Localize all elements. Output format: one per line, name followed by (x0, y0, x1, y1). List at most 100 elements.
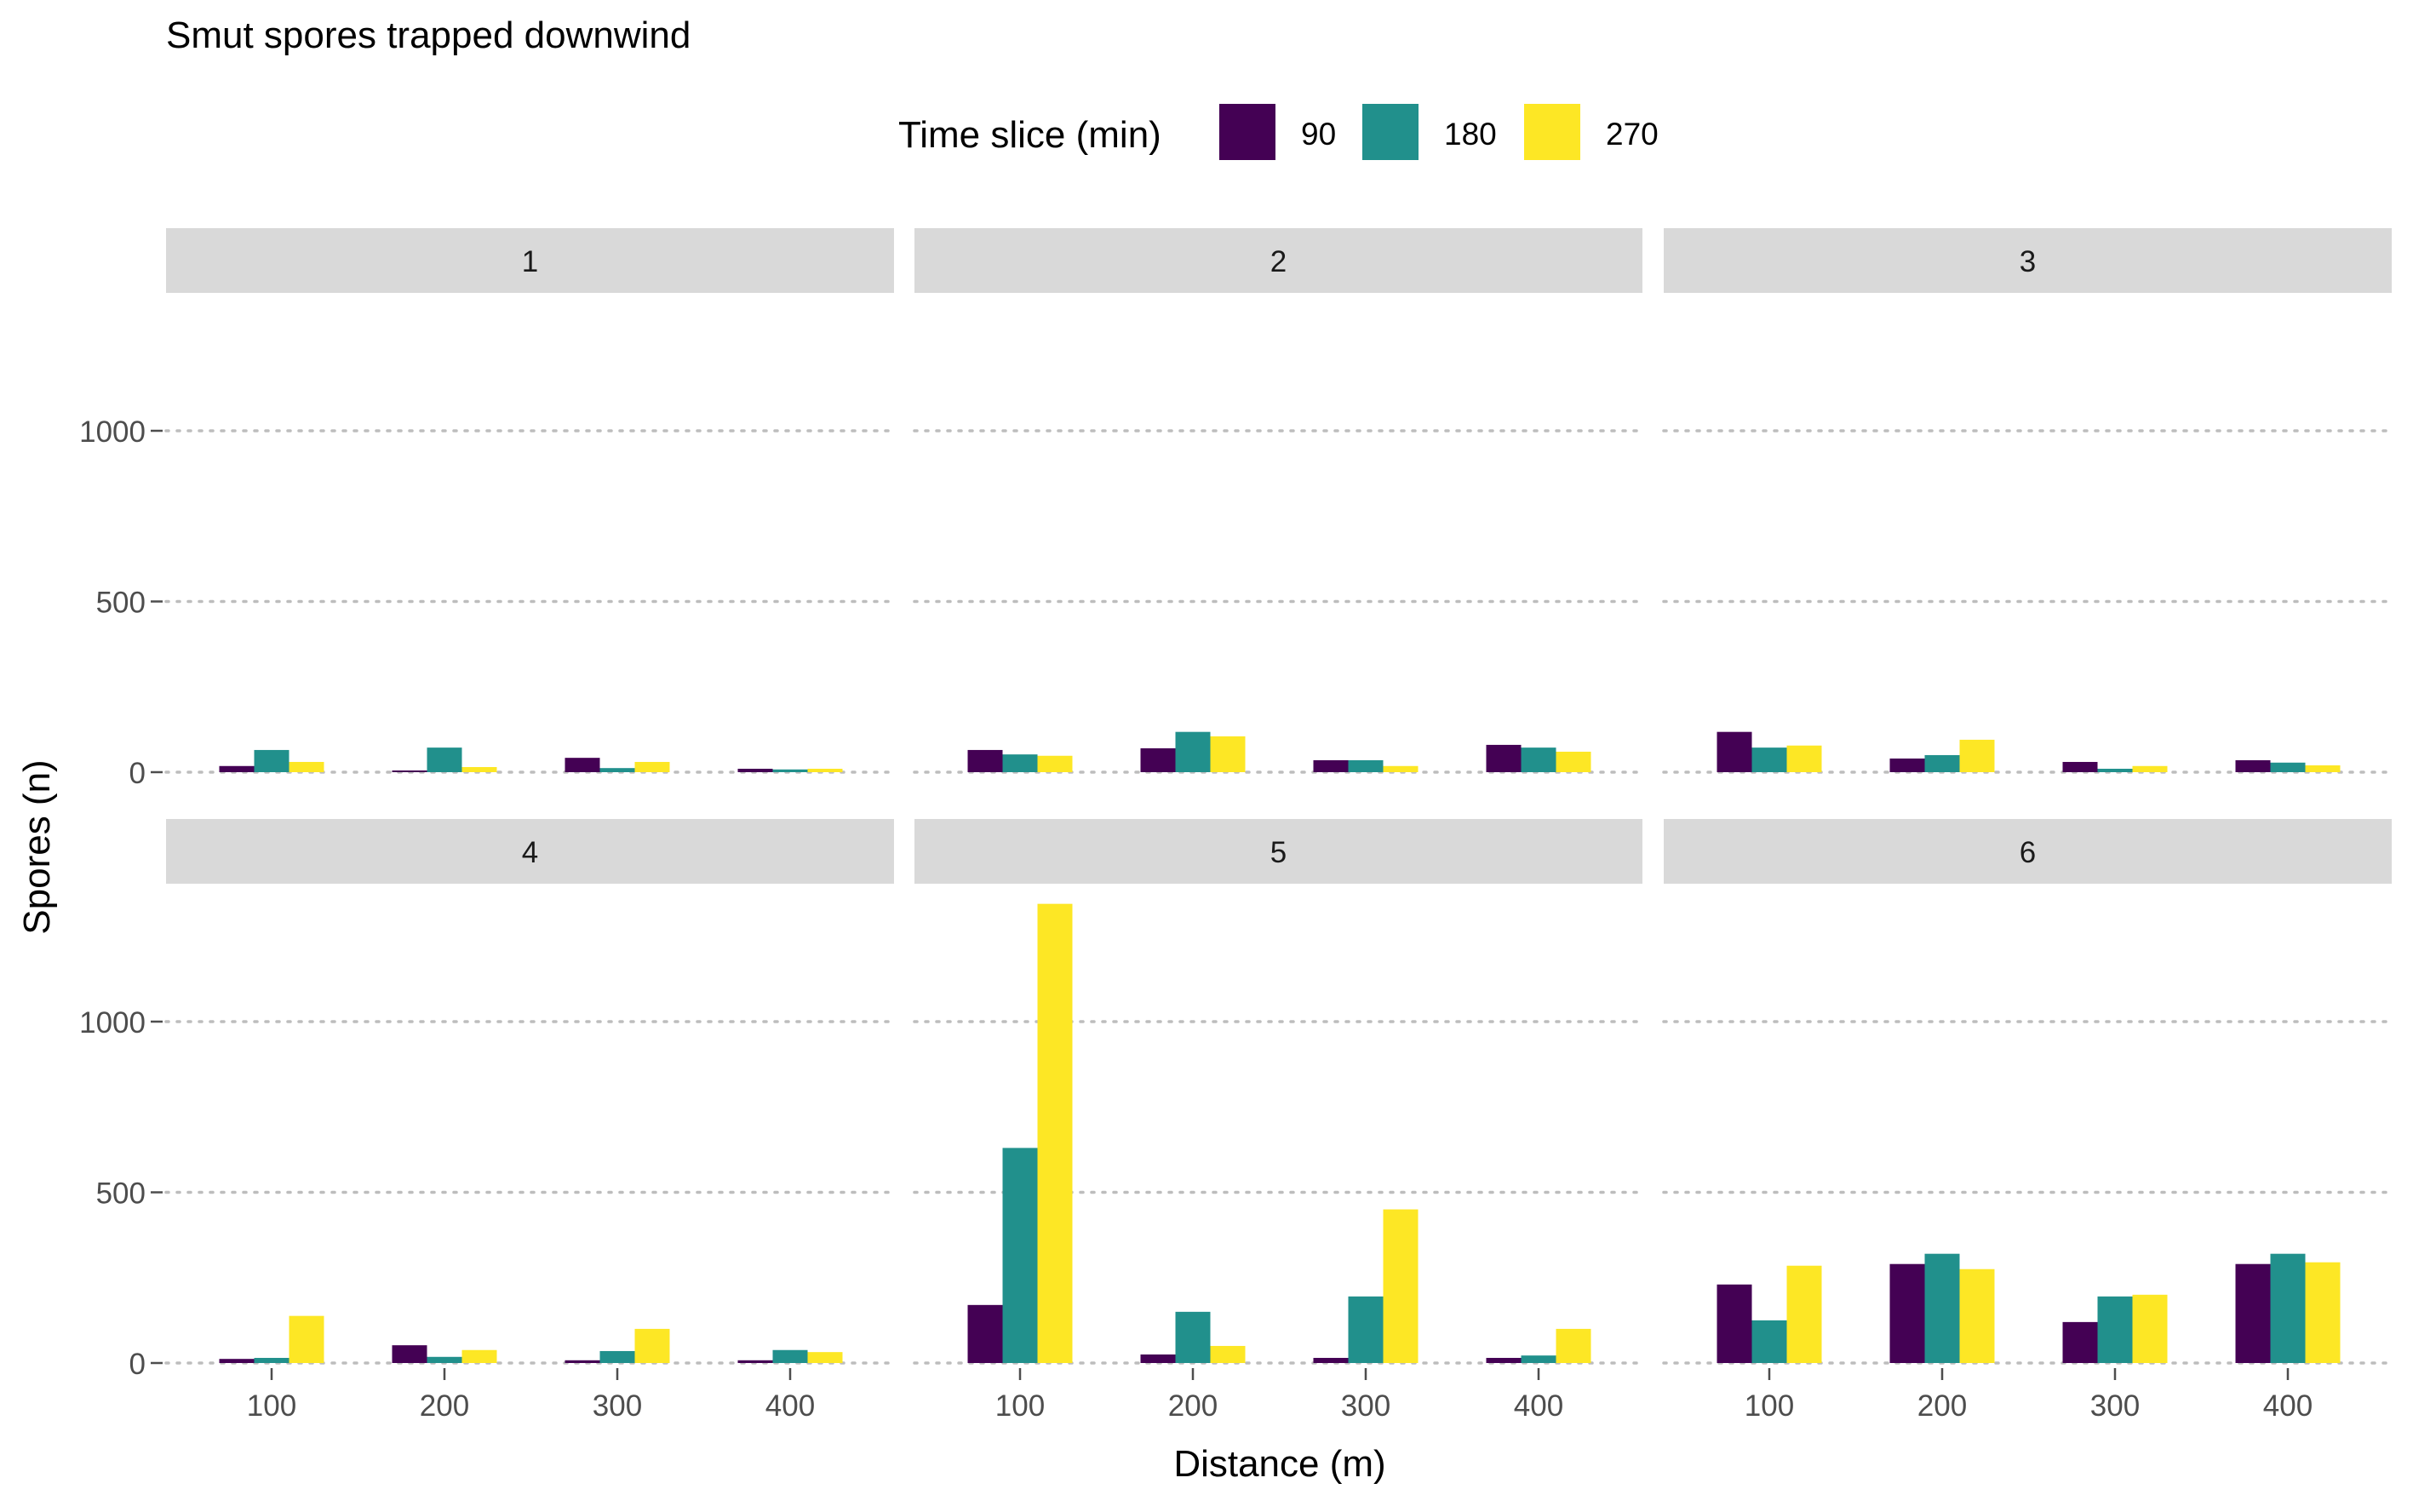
facet-panel-6: 6 100 200 300 400 (1662, 819, 2393, 1423)
bar-facet2-200-90 (1140, 747, 1176, 772)
bar-facet6-300-180 (2097, 1296, 2133, 1363)
bar-facet6-300-270 (2132, 1294, 2168, 1363)
bar-facet4-100-180 (254, 1357, 289, 1363)
bar-facet2-400-90 (1486, 744, 1522, 772)
bar-facet2-200-270 (1210, 736, 1246, 772)
facet-panel-4: 4 0 500 1000 100 200 300 400 (79, 819, 896, 1423)
bar-facet6-200-90 (1889, 1263, 1925, 1363)
bar-facet4-400-90 (737, 1360, 773, 1363)
bar-facet1-400-90 (737, 768, 773, 772)
facet-panel-3: 3 (1662, 228, 2393, 774)
facet-strip (1664, 819, 2392, 884)
bar-facet3-100-270 (1786, 745, 1822, 772)
facet-panel-1: 1 0 500 1000 (79, 228, 896, 790)
facet-strip-label: 6 (2020, 836, 2036, 869)
x-tick-label: 100 (1745, 1389, 1794, 1423)
x-tick-label: 300 (2090, 1389, 2140, 1423)
bar-facet5-100-270 (1037, 903, 1073, 1363)
bar-facet5-400-90 (1486, 1357, 1522, 1363)
bar-facet3-400-180 (2270, 762, 2306, 772)
bar-facet4-400-180 (772, 1349, 808, 1363)
x-tick-label: 300 (593, 1389, 642, 1423)
facet-strip (914, 228, 1642, 293)
y-tick-label: 0 (129, 757, 146, 790)
legend-label-180: 180 (1444, 117, 1497, 152)
bar-facet3-300-180 (2097, 768, 2133, 772)
bar-facet5-400-180 (1521, 1355, 1556, 1363)
bar-facet6-200-270 (1959, 1269, 1995, 1363)
bar-facet4-300-270 (634, 1328, 670, 1363)
x-tick-label: 400 (765, 1389, 815, 1423)
facet-strip-label: 5 (1270, 836, 1287, 869)
bar-facet4-300-90 (565, 1360, 600, 1363)
bar-facet4-300-180 (599, 1350, 635, 1363)
bar-facet2-100-90 (967, 749, 1003, 772)
chart-title: Smut spores trapped downwind (166, 14, 691, 56)
y-tick-label: 1000 (79, 415, 146, 449)
facet-strip-label: 3 (2020, 245, 2036, 278)
facet-strip (914, 819, 1642, 884)
bar-facet1-200-90 (392, 770, 427, 772)
bar-facet3-200-90 (1889, 758, 1925, 772)
bar-facet1-100-90 (219, 765, 255, 772)
bar-facet1-200-270 (461, 766, 497, 772)
bar-facet6-400-180 (2270, 1253, 2306, 1363)
bar-facet2-200-180 (1175, 731, 1211, 772)
bar-facet5-300-180 (1348, 1296, 1384, 1363)
bar-facet6-100-270 (1786, 1265, 1822, 1363)
bar-facet3-400-270 (2305, 765, 2341, 772)
legend-label-270: 270 (1606, 117, 1659, 152)
bar-facet1-300-270 (634, 761, 670, 772)
bar-facet3-100-180 (1751, 747, 1787, 772)
bar-facet3-200-180 (1924, 754, 1960, 772)
bar-facet2-100-180 (1002, 754, 1038, 772)
facet-panel-2: 2 (913, 228, 1644, 774)
facet-strip (166, 819, 894, 884)
bar-facet1-300-90 (565, 758, 600, 772)
bar-facet1-100-180 (254, 749, 289, 772)
bar-facet6-200-180 (1924, 1253, 1960, 1363)
legend-key-90 (1219, 104, 1275, 160)
legend-key-180 (1362, 104, 1419, 160)
legend-label-90: 90 (1301, 117, 1336, 152)
bar-facet4-400-270 (807, 1352, 843, 1363)
facet-strip-label: 2 (1270, 245, 1287, 278)
bar-facet2-300-180 (1348, 759, 1384, 772)
bar-facet2-400-180 (1521, 747, 1556, 772)
x-tick-label: 200 (1168, 1389, 1218, 1423)
bar-facet1-400-180 (772, 769, 808, 772)
x-tick-label: 100 (247, 1389, 296, 1423)
bar-facet1-400-270 (807, 768, 843, 772)
bar-facet6-400-270 (2305, 1262, 2341, 1363)
facet-strip (1664, 228, 2392, 293)
facet-strip-label: 1 (522, 245, 538, 278)
x-tick-label: 400 (1514, 1389, 1563, 1423)
bar-facet6-100-90 (1717, 1284, 1752, 1363)
bar-facet5-100-180 (1002, 1148, 1038, 1363)
bar-facet3-100-90 (1717, 731, 1752, 772)
y-tick-label: 0 (129, 1348, 146, 1381)
bar-facet5-200-270 (1210, 1345, 1246, 1363)
x-tick-label: 200 (420, 1389, 469, 1423)
legend-title: Time slice (min) (898, 114, 1161, 156)
bar-facet3-300-270 (2132, 765, 2168, 772)
bar-facet2-100-270 (1037, 755, 1073, 772)
bar-facet3-400-90 (2235, 759, 2271, 772)
bar-facet6-400-90 (2235, 1263, 2271, 1363)
facet-strip-label: 4 (522, 836, 538, 869)
bar-facet4-100-90 (219, 1359, 255, 1363)
x-tick-label: 400 (2263, 1389, 2313, 1423)
bar-facet4-200-270 (461, 1349, 497, 1363)
bar-facet6-100-180 (1751, 1320, 1787, 1363)
x-tick-label: 100 (995, 1389, 1045, 1423)
y-tick-label: 500 (96, 1177, 146, 1211)
bar-facet5-100-90 (967, 1304, 1003, 1363)
y-tick-label: 500 (96, 587, 146, 620)
x-axis-label: Distance (m) (1173, 1443, 1385, 1485)
bar-facet4-200-180 (427, 1356, 462, 1363)
x-tick-label: 300 (1341, 1389, 1390, 1423)
bar-facet6-300-90 (2062, 1321, 2098, 1363)
bar-facet1-200-180 (427, 747, 462, 772)
legend: Time slice (min) 90 180 270 (898, 104, 1659, 160)
